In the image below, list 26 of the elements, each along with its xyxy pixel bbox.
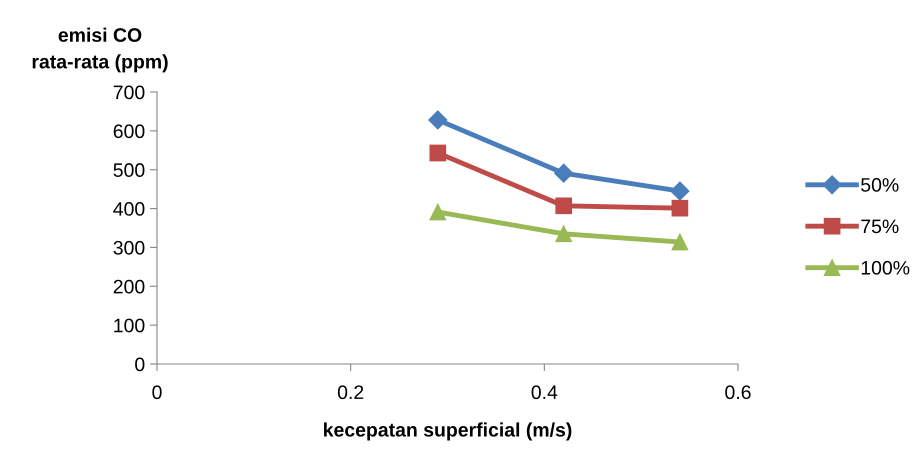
y-axis-title: emisi CO rata-rata (ppm) <box>32 28 168 72</box>
point <box>672 200 688 217</box>
point <box>555 225 572 242</box>
x-tick-label: 0.4 <box>532 385 558 400</box>
y-tick-label: 100 <box>114 318 144 332</box>
x-tick-label: 0.2 <box>338 385 364 400</box>
x-tick-label: 0.6 <box>725 385 751 400</box>
point <box>554 164 574 183</box>
y-tick-label: 500 <box>114 163 144 177</box>
legend-label: 100% <box>862 260 910 275</box>
point <box>670 182 690 201</box>
y-tick-label: 200 <box>114 280 144 294</box>
y-tick-label: 300 <box>113 240 144 255</box>
point <box>555 198 572 214</box>
y-tick-label: 400 <box>113 202 144 216</box>
point <box>672 234 688 250</box>
point <box>429 204 446 220</box>
point <box>428 110 448 130</box>
y-tick-label: 700 <box>114 85 144 100</box>
point <box>429 144 446 162</box>
y-tick-label: 600 <box>114 124 144 138</box>
x-tick-label: 0 <box>152 385 162 400</box>
x-axis-title: kecepatan superficial (m/s) <box>324 422 572 441</box>
legend-label: 75% <box>861 220 899 234</box>
y-tick-label: 0 <box>135 357 144 372</box>
legend-label: 50% <box>861 178 899 192</box>
